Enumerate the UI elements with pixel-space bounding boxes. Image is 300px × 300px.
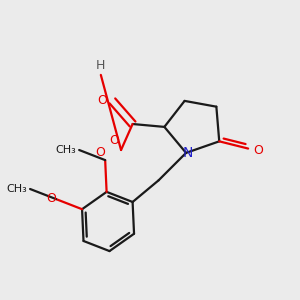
Text: O: O [97,94,107,107]
Text: CH₃: CH₃ [6,184,27,194]
Text: CH₃: CH₃ [56,145,76,155]
Text: O: O [253,143,263,157]
Text: N: N [182,146,193,160]
Text: O: O [110,134,120,147]
Text: O: O [46,192,56,205]
Text: H: H [96,59,106,72]
Text: O: O [95,146,105,159]
